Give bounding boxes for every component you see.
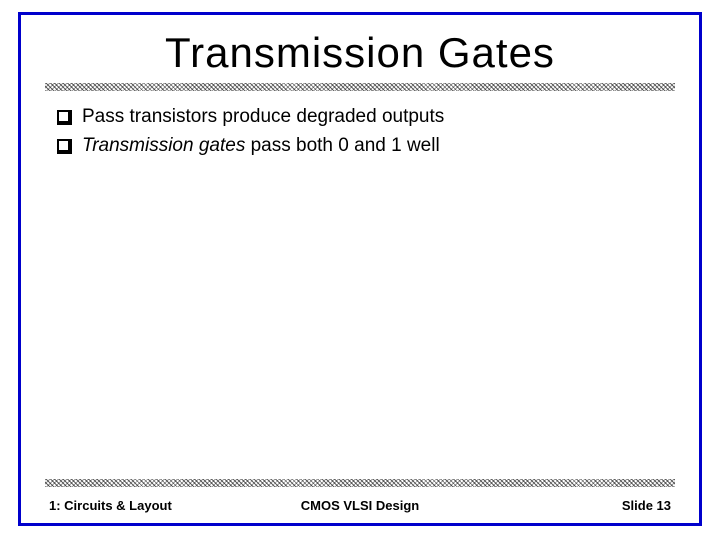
- bullet-item: Transmission gates pass both 0 and 1 wel…: [57, 134, 663, 159]
- footer-left: 1: Circuits & Layout: [49, 498, 172, 513]
- slide-content: Pass transistors produce degraded output…: [57, 105, 663, 158]
- bullet-item: Pass transistors produce degraded output…: [57, 105, 663, 130]
- slide-title: Transmission Gates: [21, 29, 699, 77]
- footer-center: CMOS VLSI Design: [301, 498, 419, 513]
- square-bullet-icon: [57, 110, 70, 123]
- square-bullet-icon: [57, 139, 70, 152]
- slide-frame: Transmission Gates Pass transistors prod…: [18, 12, 702, 526]
- bullet-italic-part: Transmission gates: [82, 135, 245, 156]
- bullet-text: Pass transistors produce degraded output…: [82, 105, 444, 130]
- slide-footer: 1: Circuits & Layout CMOS VLSI Design Sl…: [21, 498, 699, 513]
- bullet-rest: pass both 0 and 1 well: [245, 135, 439, 156]
- title-divider: [45, 83, 675, 91]
- bullet-text: Transmission gates pass both 0 and 1 wel…: [82, 134, 440, 159]
- footer-right: Slide 13: [622, 498, 671, 513]
- footer-divider: [45, 479, 675, 487]
